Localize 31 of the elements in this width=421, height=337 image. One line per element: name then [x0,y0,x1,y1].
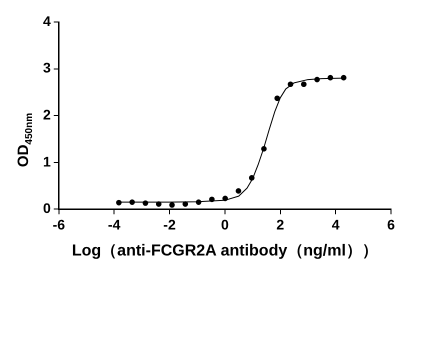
point [328,74,334,80]
point [274,95,280,102]
x-tick-label: -6 [52,216,66,232]
y-tick-label: 3 [42,60,51,76]
x-axis-title: Log（anti-FCGR2A antibody（ng/ml）） [72,242,378,260]
point [116,200,122,206]
x-tick-label: -2 [163,216,176,232]
point [169,202,175,208]
point [142,200,148,206]
point [248,175,255,181]
point [156,201,162,207]
x-tick-label: 0 [220,216,229,232]
x-tick-label: -4 [108,216,121,232]
y-tick-label: 0 [42,200,51,216]
point [340,74,346,80]
point [129,199,135,205]
x-tick-label: 6 [387,216,396,232]
point [314,76,320,82]
point [209,196,215,202]
x-tick-label: 2 [276,216,284,232]
point [300,81,307,88]
y-tick-label: 1 [42,153,51,170]
point [222,196,228,202]
point [261,146,267,152]
point [236,188,242,194]
point [182,201,188,207]
point [288,81,294,88]
point [196,199,202,205]
y-tick-label: 4 [42,12,51,29]
x-tick-label: 4 [332,216,340,232]
y-tick-label: 2 [42,106,51,122]
